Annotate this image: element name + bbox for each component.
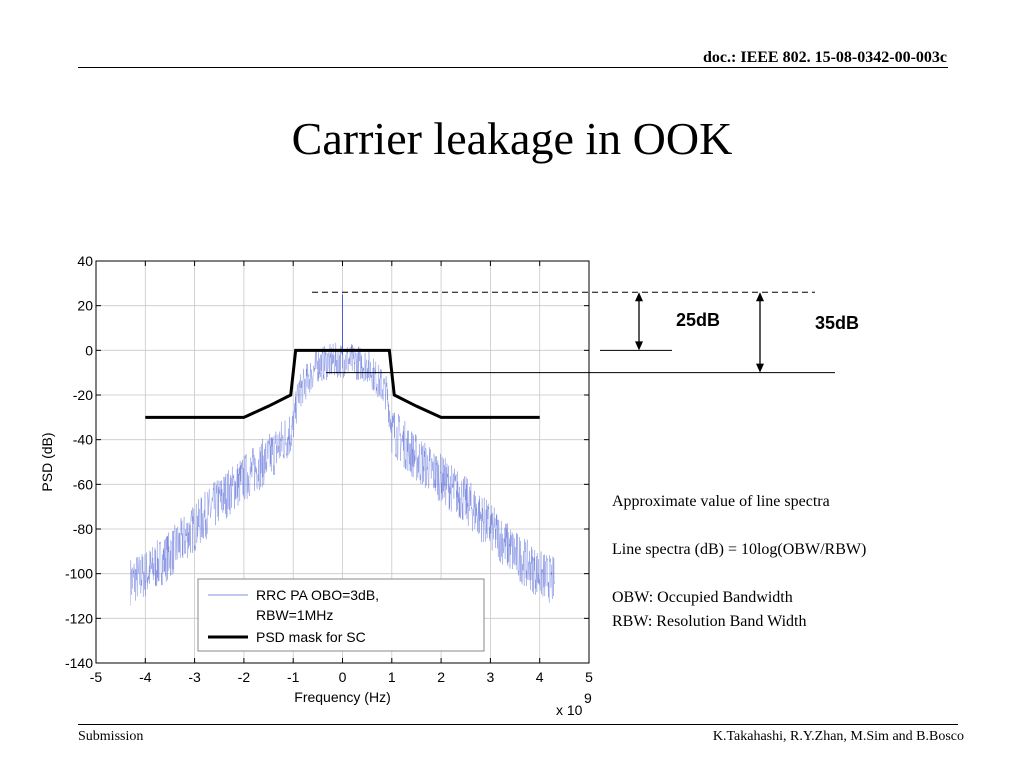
x-tick-label: 5	[585, 669, 593, 685]
y-tick-label: -80	[73, 521, 93, 537]
legend-label-spectrum: RBW=1MHz	[256, 607, 333, 623]
label-35db: 35dB	[815, 313, 859, 333]
x-tick-label: -3	[188, 669, 201, 685]
y-tick-label: -100	[65, 566, 93, 582]
y-tick-label: -60	[73, 476, 93, 492]
document-id: doc.: IEEE 802. 15-08-0342-00-003c	[703, 49, 947, 66]
note-line: OBW: Occupied Bandwidth	[612, 589, 793, 606]
slide-title: Carrier leakage in OOK	[291, 113, 733, 164]
x-tick-label: 4	[536, 669, 544, 685]
notes-box: Approximate value of line spectra Line s…	[612, 490, 866, 634]
x-tick-label: 1	[388, 669, 396, 685]
x-tick-label: 2	[437, 669, 445, 685]
legend-box	[197, 578, 485, 652]
x-tick-label: -2	[238, 669, 251, 685]
y-tick-label: 40	[77, 253, 93, 269]
arrow-35db-head-down	[756, 363, 764, 373]
arrow-35db-head-up	[756, 292, 764, 302]
y-tick-label: -40	[73, 432, 93, 448]
footer-rule	[78, 724, 958, 725]
y-tick-label: -140	[65, 655, 93, 671]
legend-label-mask: PSD mask for SC	[256, 629, 366, 645]
note-line: Approximate value of line spectra	[612, 493, 830, 510]
legend-label-spectrum: RRC PA OBO=3dB,	[256, 587, 379, 603]
note-line: RBW: Resolution Band Width	[612, 613, 807, 630]
spectrum-line	[130, 342, 555, 606]
y-tick-label: 0	[85, 342, 93, 358]
note-line	[612, 514, 866, 538]
x-tick-label: 0	[339, 669, 347, 685]
x-axis-label: Frequency (Hz)	[294, 689, 390, 705]
arrow-25db-head-down	[635, 341, 643, 351]
x-multiplier-exponent: 9	[584, 690, 592, 706]
y-axis-label: PSD (dB)	[39, 432, 55, 491]
arrow-25db-head-up	[635, 292, 643, 302]
footer-left: Submission	[78, 729, 144, 744]
footer-authors: K.Takahashi, R.Y.Zhan, M.Sim and B.Bosco	[712, 729, 964, 744]
y-tick-label: -120	[65, 610, 93, 626]
x-tick-label: 3	[487, 669, 495, 685]
label-25db: 25dB	[676, 310, 720, 330]
note-line: Line spectra (dB) = 10log(OBW/RBW)	[612, 541, 867, 558]
header-rule	[78, 67, 948, 68]
x-tick-label: -5	[90, 669, 103, 685]
y-tick-label: -20	[73, 387, 93, 403]
y-tick-label: 20	[77, 298, 93, 314]
x-tick-label: -4	[139, 669, 152, 685]
note-line	[612, 562, 866, 586]
x-tick-label: -1	[287, 669, 300, 685]
x-multiplier-label: x 10	[556, 702, 583, 718]
psd-mask-line	[145, 348, 540, 419]
